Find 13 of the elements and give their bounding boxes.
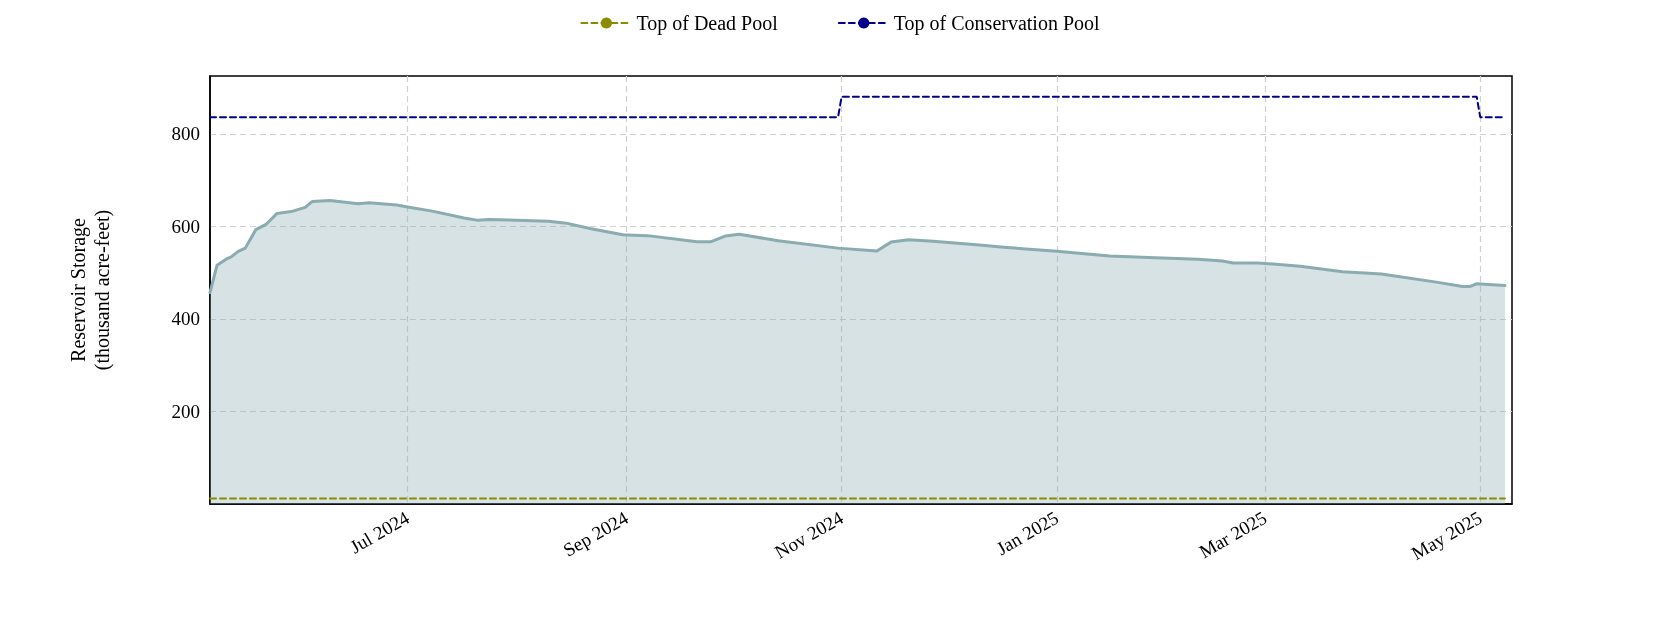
x-tick-label: May 2025 [1407,506,1486,564]
x-tick-label: Jul 2024 [346,506,414,558]
x-tick-label: Jan 2025 [992,506,1063,560]
legend-label: Top of Conservation Pool [893,12,1101,35]
y-tick-label: 400 [171,308,200,330]
legend-label: Top of Dead Pool [636,12,779,35]
x-tick-label: Sep 2024 [559,506,633,561]
x-tick-label: Nov 2024 [771,506,848,563]
y-tick-label: 200 [171,400,200,422]
y-axis-title: Reservoir Storage (thousand acre-feet) [67,209,114,371]
y-tick-label: 600 [171,215,200,237]
y-tick-label: 800 [171,123,200,145]
x-tick-label: Mar 2025 [1195,506,1271,563]
